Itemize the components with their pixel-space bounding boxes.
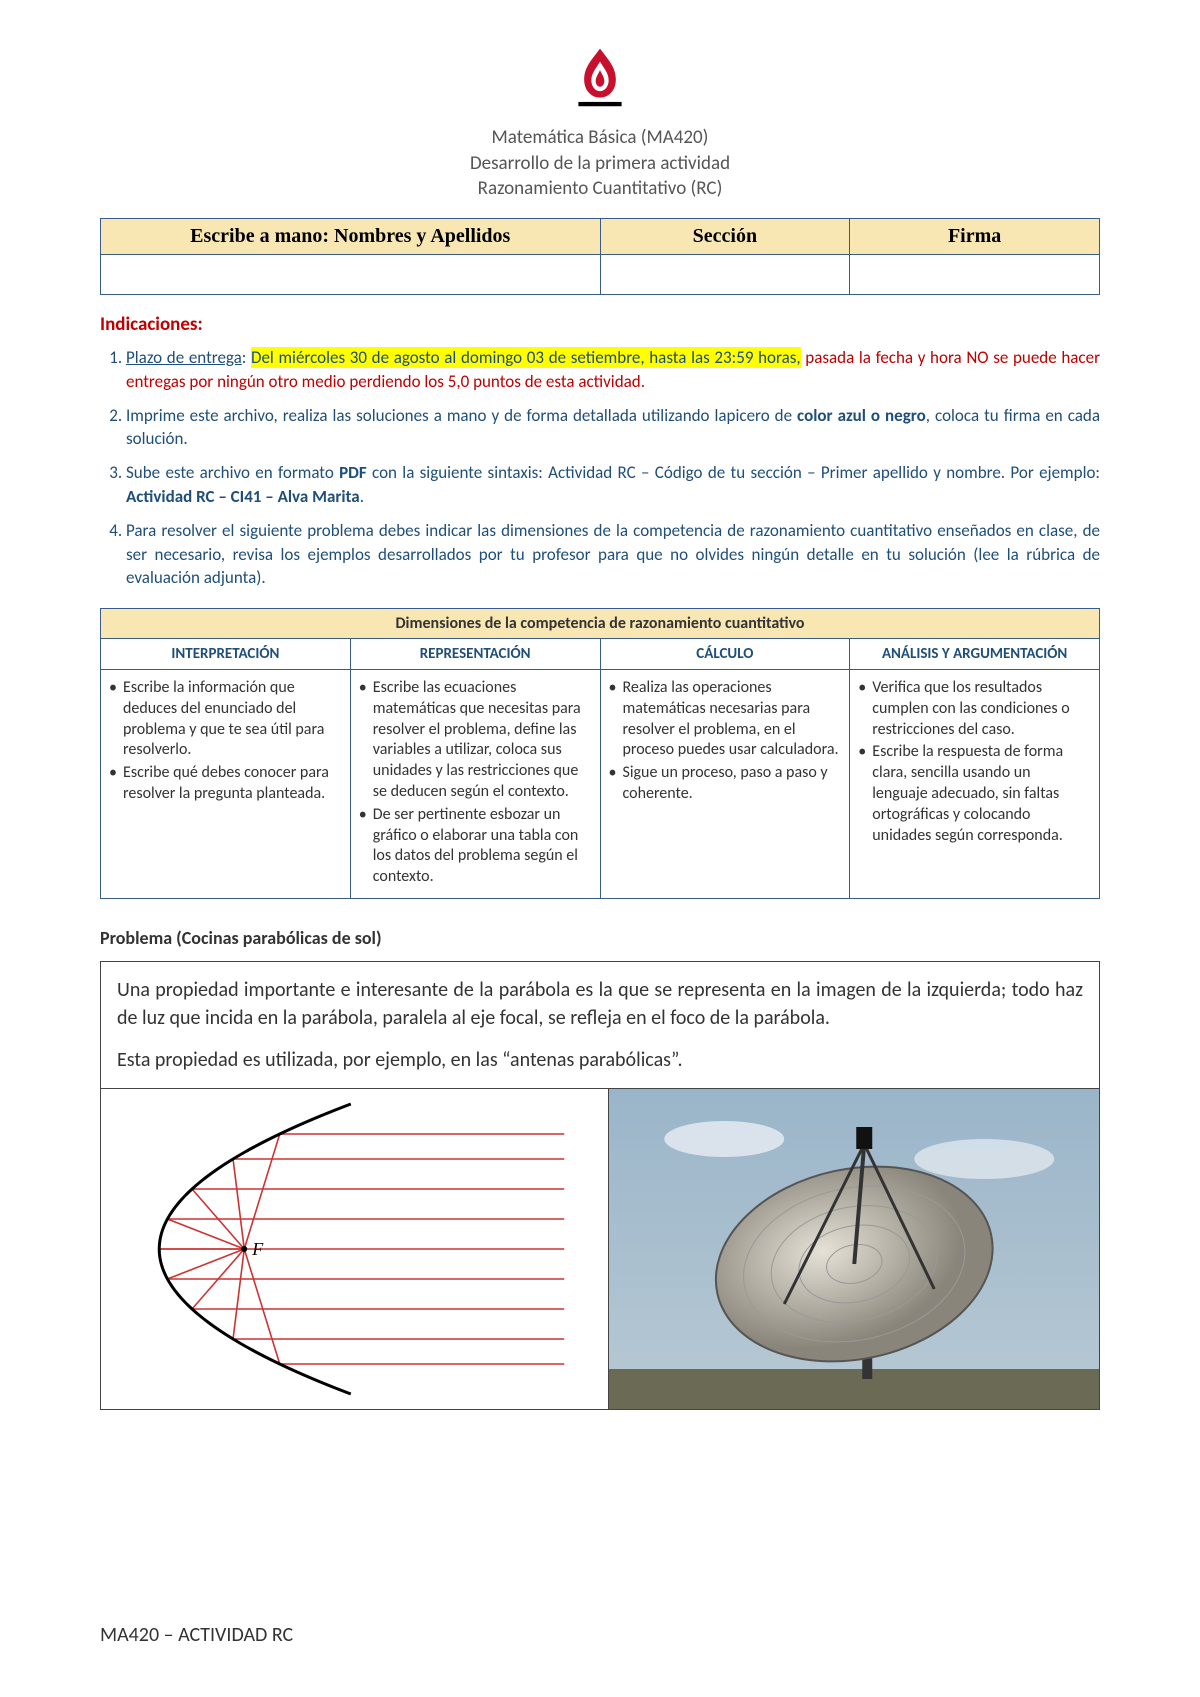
indicaciones-list: Plazo de entrega: Del miércoles 30 de ag… <box>100 346 1100 590</box>
table-header-row: Escribe a mano: Nombres y Apellidos Secc… <box>101 218 1100 254</box>
dim-3-1: Escribe la respuesta de forma clara, sen… <box>856 742 1089 846</box>
dim-cell-0: Escribe la información que deduces del e… <box>101 670 351 899</box>
student-info-table: Escribe a mano: Nombres y Apellidos Secc… <box>100 218 1100 295</box>
header-line-1: Matemática Básica (MA420) <box>100 125 1100 151</box>
dim-cell-3: Verifica que los resultados cumplen con … <box>850 670 1100 899</box>
dim-h0: INTERPRETACIÓN <box>101 639 351 670</box>
indic-item-2: Imprime este archivo, realiza las soluci… <box>126 404 1100 452</box>
header-line-3: Razonamiento Cuantitativo (RC) <box>100 176 1100 202</box>
indicaciones-title: Indicaciones: <box>100 313 1100 336</box>
page-footer: MA420 – ACTIVIDAD RC <box>100 1623 293 1647</box>
header-block: Matemática Básica (MA420) Desarrollo de … <box>100 125 1100 202</box>
dim-0-1: Escribe qué debes conocer para resolver … <box>107 763 340 805</box>
dimensions-table: Dimensiones de la competencia de razonam… <box>100 608 1100 899</box>
indic1-colon: : <box>242 347 251 368</box>
indic1-highlight: Del miércoles 30 de agosto al domingo 03… <box>251 347 801 368</box>
dim-h2: CÁLCULO <box>600 639 850 670</box>
problem-title: Problema (Cocinas parabólicas de sol) <box>100 927 1100 949</box>
dim-1-1: De ser pertinente esbozar un gráfico o e… <box>357 805 590 888</box>
dim-h1: REPRESENTACIÓN <box>350 639 600 670</box>
indic2-p1: Imprime este archivo, realiza las soluci… <box>126 405 797 426</box>
svg-text:F: F <box>251 1239 264 1259</box>
indic-item-1: Plazo de entrega: Del miércoles 30 de ag… <box>126 346 1100 394</box>
logo-container <box>100 40 1100 117</box>
td-sign[interactable] <box>850 254 1100 294</box>
problem-p1: Una propiedad importante e interesante d… <box>117 976 1083 1032</box>
indic-item-3: Sube este archivo en formato PDF con la … <box>126 461 1100 509</box>
indic3-b1: PDF <box>339 462 367 483</box>
dim-h3: ANÁLISIS Y ARGUMENTACIÓN <box>850 639 1100 670</box>
dish-figure-cell <box>609 1089 1100 1409</box>
dim-3-0: Verifica que los resultados cumplen con … <box>856 678 1089 740</box>
upc-flame-logo <box>564 40 636 112</box>
dim-cell-1: Escribe las ecuaciones matemáticas que n… <box>350 670 600 899</box>
dim-1-0: Escribe las ecuaciones matemáticas que n… <box>357 678 590 803</box>
dim-title: Dimensiones de la competencia de razonam… <box>101 609 1100 639</box>
th-section: Sección <box>600 218 850 254</box>
indic3-b2: Actividad RC – CI41 – Alva Marita <box>126 486 360 507</box>
dim-head-row: INTERPRETACIÓN REPRESENTACIÓN CÁLCULO AN… <box>101 639 1100 670</box>
dim-0-0: Escribe la información que deduces del e… <box>107 678 340 761</box>
header-line-2: Desarrollo de la primera actividad <box>100 151 1100 177</box>
td-section[interactable] <box>600 254 850 294</box>
indic4-p1: Para resolver el siguiente problema debe… <box>126 520 1100 589</box>
parabola-figure-cell: F <box>101 1089 609 1409</box>
parabola-diagram: F <box>109 1099 600 1399</box>
indic3-p2: con la siguiente sintaxis: Actividad RC … <box>367 462 1100 483</box>
dim-2-1: Sigue un proceso, paso a paso y coherent… <box>607 763 840 805</box>
dim-title-row: Dimensiones de la competencia de razonam… <box>101 609 1100 639</box>
table-input-row <box>101 254 1100 294</box>
th-sign: Firma <box>850 218 1100 254</box>
indic3-p3: . <box>360 486 364 507</box>
figure-row: F <box>100 1089 1100 1410</box>
dim-2-0: Realiza las operaciones matemáticas nece… <box>607 678 840 761</box>
dim-body-row: Escribe la información que deduces del e… <box>101 670 1100 899</box>
indic-item-4: Para resolver el siguiente problema debe… <box>126 519 1100 590</box>
dim-cell-2: Realiza las operaciones matemáticas nece… <box>600 670 850 899</box>
problem-text-box: Una propiedad importante e interesante d… <box>100 961 1100 1089</box>
indic3-p1: Sube este archivo en formato <box>126 462 339 483</box>
problem-p2: Esta propiedad es utilizada, por ejemplo… <box>117 1046 1083 1074</box>
indic1-lead: Plazo de entrega <box>126 347 242 368</box>
th-name: Escribe a mano: Nombres y Apellidos <box>101 218 601 254</box>
td-name[interactable] <box>101 254 601 294</box>
indic2-b1: color azul o negro <box>797 405 926 426</box>
satellite-dish-image <box>609 1089 1100 1409</box>
